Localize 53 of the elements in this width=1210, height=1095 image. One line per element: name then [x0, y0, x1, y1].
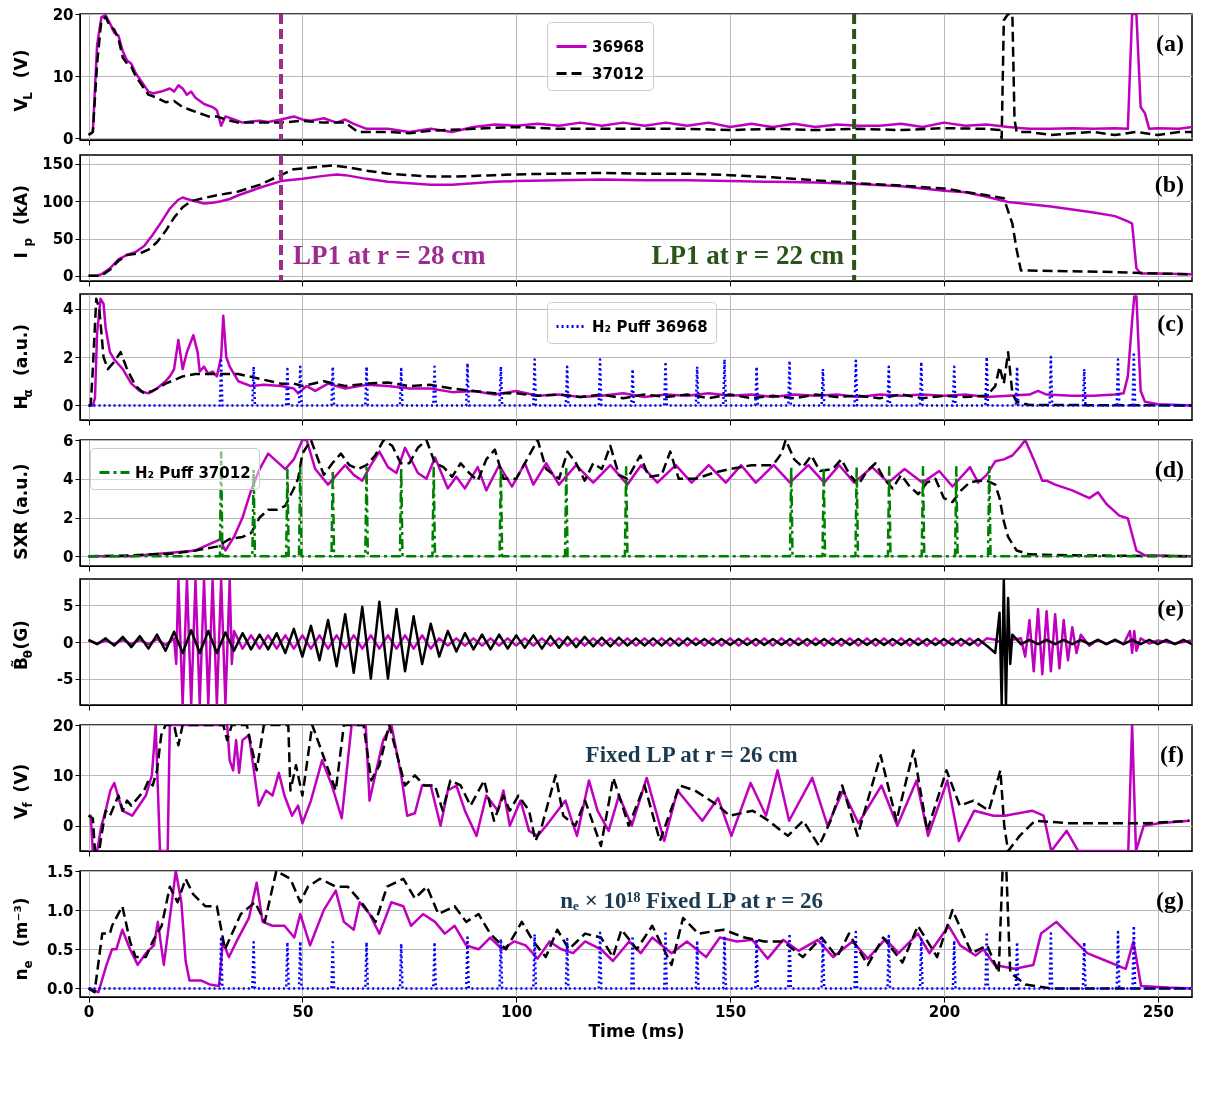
y-tick-label: 0.0 [46, 979, 74, 998]
legend-label: 37012 [592, 64, 645, 83]
y-axis-title: Vf (V) [11, 763, 35, 820]
y-tick-label: 5 [63, 596, 74, 615]
y-tick-label: 1.0 [46, 901, 74, 920]
y-tick-label: 10 [52, 67, 74, 86]
annotation: (b) [1154, 171, 1184, 197]
y-tick-label: 6 [63, 431, 74, 450]
y-tick-label: 0 [63, 817, 74, 836]
y-axis-title: Hα (a.u.) [11, 323, 35, 410]
annotation: LP1 at r = 22 cm [651, 239, 845, 270]
annotation: (c) [1157, 310, 1184, 336]
y-tick-label: 2 [63, 509, 74, 528]
annotation: Fixed LP at r = 26 cm [585, 742, 798, 767]
x-tick-label: 200 [928, 1002, 961, 1021]
legend-label: H₂ Puff 37012 [135, 463, 251, 482]
annotation: LP1 at r = 28 cm [293, 239, 487, 270]
x-tick-label: 150 [714, 1002, 747, 1021]
annotation: (a) [1156, 30, 1184, 56]
y-tick-label: 0 [63, 547, 74, 566]
y-tick-label: -5 [56, 670, 74, 689]
y-axis-title: Ip (kA) [11, 185, 35, 259]
y-tick-label: 0 [63, 267, 74, 286]
x-tick-label: 250 [1142, 1002, 1174, 1021]
annotation: (e) [1157, 595, 1184, 621]
x-tick-label: 100 [501, 1002, 533, 1021]
y-tick-label: 20 [52, 5, 74, 24]
y-tick-label: 150 [42, 155, 74, 174]
x-tick-label: 0 [83, 1002, 95, 1021]
y-tick-label: 10 [52, 766, 74, 785]
y-tick-label: 0.5 [46, 940, 74, 959]
y-tick-label: 2 [63, 348, 74, 367]
y-tick-label: 0 [63, 129, 74, 148]
annotation: (f) [1160, 741, 1184, 767]
x-axis-title: Time (ms) [588, 1020, 685, 1041]
y-tick-label: 0 [63, 633, 74, 652]
annotation: nₑ × 10¹⁸ Fixed LP at r = 26 [560, 888, 823, 913]
y-tick-label: 0 [63, 396, 74, 415]
annotation: (d) [1154, 456, 1184, 482]
y-axis-title: VL (V) [11, 49, 35, 112]
legend-label: H₂ Puff 36968 [592, 317, 708, 336]
y-axis-title: ne (m⁻³) [11, 897, 35, 981]
y-tick-label: 4 [63, 300, 74, 319]
annotation: (g) [1156, 887, 1184, 913]
y-tick-label: 1.5 [46, 862, 74, 881]
y-tick-label: 50 [52, 230, 74, 248]
x-tick-label: 50 [292, 1002, 314, 1021]
y-axis-title: B̃θ(G) [10, 620, 35, 671]
y-axis-title: SXR (a.u.) [11, 463, 31, 560]
legend-label: 36968 [592, 37, 645, 56]
y-tick-label: 100 [42, 192, 74, 211]
y-tick-label: 4 [63, 470, 74, 489]
y-tick-label: 20 [52, 716, 74, 735]
